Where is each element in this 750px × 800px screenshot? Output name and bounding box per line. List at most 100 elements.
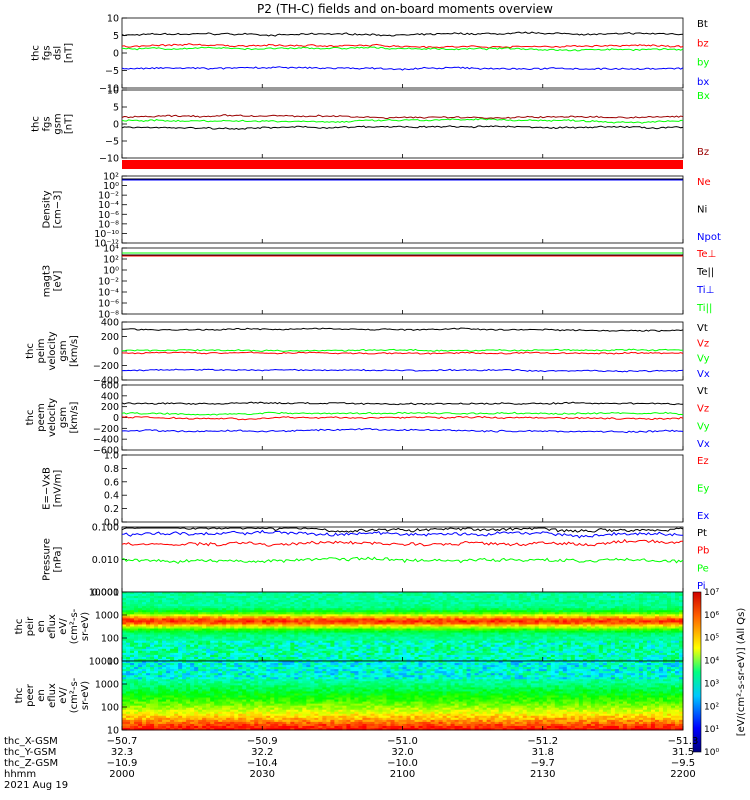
spectrogram-cell	[270, 628, 275, 631]
spectrogram-cell	[298, 592, 303, 595]
spectrogram-cell	[338, 650, 343, 654]
spectrogram-cell	[534, 638, 540, 642]
legend-Vt: Vt	[697, 386, 708, 397]
spectrogram-cell	[458, 628, 464, 631]
spectrogram-cell	[150, 618, 155, 621]
spectrogram-cell	[554, 626, 560, 629]
spectrogram-cell	[194, 626, 199, 629]
spectrogram-cell	[646, 634, 652, 638]
spectrogram-cell	[558, 606, 564, 609]
spectrogram-cell	[610, 600, 616, 603]
spectrogram-cell	[138, 602, 143, 605]
spectrogram-cell	[386, 612, 391, 615]
spectrogram-cell	[322, 646, 327, 650]
spectrogram-cell	[478, 616, 484, 619]
spectrogram-cell	[538, 650, 544, 654]
spectrogram-cell	[630, 630, 636, 633]
spectrogram-cell	[594, 616, 600, 619]
spectrogram-cell	[354, 646, 359, 650]
spectrogram-cell	[174, 642, 179, 646]
spectrogram-cell	[614, 616, 620, 619]
spectrogram-cell	[358, 642, 363, 646]
spectrogram-cell	[406, 618, 411, 621]
spectrogram-cell	[122, 658, 127, 662]
spectrogram-cell	[474, 602, 480, 605]
spectrogram-cell	[250, 634, 255, 638]
spectrogram-cell	[442, 636, 447, 640]
spectrogram-cell	[626, 628, 632, 631]
spectrogram-cell	[678, 650, 684, 654]
spectrogram-cell	[558, 632, 564, 636]
spectrogram-cell	[658, 630, 664, 633]
spectrogram-cell	[318, 624, 323, 627]
spectrogram-cell	[270, 634, 275, 638]
spectrogram-cell	[494, 644, 500, 648]
spectrogram-cell	[398, 652, 403, 656]
spectrogram-cell	[530, 606, 536, 609]
spectrogram-cell	[170, 628, 175, 631]
spectrogram-cell	[522, 598, 528, 601]
spectrogram-cell	[158, 642, 163, 646]
spectrogram-cell	[266, 636, 271, 640]
spectrogram-cell	[566, 602, 572, 605]
spectrogram-cell	[550, 594, 556, 597]
spectrogram-cell	[146, 606, 151, 609]
spectrogram-cell	[134, 614, 139, 617]
spectrogram-cell	[470, 658, 476, 662]
spectrogram-cell	[562, 616, 568, 619]
spectrogram-cell	[322, 602, 327, 605]
spectrogram-cell	[370, 594, 375, 597]
spectrogram-cell	[478, 654, 484, 658]
spectrogram-cell	[466, 606, 472, 609]
spectrogram-cell	[574, 610, 580, 613]
spectrogram-cell	[310, 650, 315, 654]
spectrogram-cell	[362, 600, 367, 603]
spectrogram-cell	[594, 606, 600, 609]
spectrogram-cell	[430, 630, 435, 633]
y-tick-label: 10⁻⁸	[98, 219, 119, 230]
spectrogram-cell	[442, 618, 447, 621]
spectrogram-cell	[234, 606, 239, 609]
spectrogram-cell	[394, 616, 399, 619]
spectrogram-cell	[414, 648, 419, 652]
spectrogram-cell	[238, 648, 243, 652]
spectrogram-cell	[578, 596, 584, 599]
spectrogram-cell	[350, 640, 355, 644]
spectrogram-cell	[250, 616, 255, 619]
spectrogram-cell	[498, 620, 504, 623]
spectrogram-cell	[590, 646, 596, 650]
spectrogram-cell	[622, 614, 628, 617]
spectrogram-cell	[166, 610, 171, 613]
spectrogram-cell	[478, 598, 484, 601]
spectrogram-cell	[146, 608, 151, 611]
spectrogram-cell	[362, 650, 367, 654]
spectrogram-cell	[234, 642, 239, 646]
spectrogram-cell	[274, 608, 279, 611]
spectrogram-cell	[438, 652, 443, 656]
spectrogram-cell	[394, 650, 399, 654]
spectrogram-cell	[314, 630, 319, 633]
spectrogram-cell	[426, 630, 431, 633]
spectrogram-cell	[646, 632, 652, 636]
spectrogram-cell	[370, 596, 375, 599]
spectrogram-cell	[530, 618, 536, 621]
spectrogram-cell	[534, 608, 540, 611]
spectrogram-cell	[286, 642, 291, 646]
spectrogram-cell	[494, 642, 500, 646]
spectrogram-cell	[434, 632, 439, 636]
spectrogram-cell	[354, 614, 359, 617]
spectrogram-cell	[214, 634, 219, 638]
spectrogram-cell	[382, 620, 387, 623]
spectrogram-cell	[470, 632, 476, 636]
spectrogram-cell	[634, 606, 640, 609]
spectrogram-cell	[230, 620, 235, 623]
legend-Pi: Pi	[697, 581, 706, 592]
spectrogram-cell	[674, 642, 680, 646]
spectrogram-cell	[434, 596, 439, 599]
spectrogram-cell	[194, 634, 199, 638]
spectrogram-cell	[190, 624, 195, 627]
spectrogram-cell	[562, 658, 568, 662]
y-tick-label: 0.001	[92, 588, 119, 599]
spectrogram-cell	[526, 592, 532, 595]
spectrogram-cell	[266, 652, 271, 656]
